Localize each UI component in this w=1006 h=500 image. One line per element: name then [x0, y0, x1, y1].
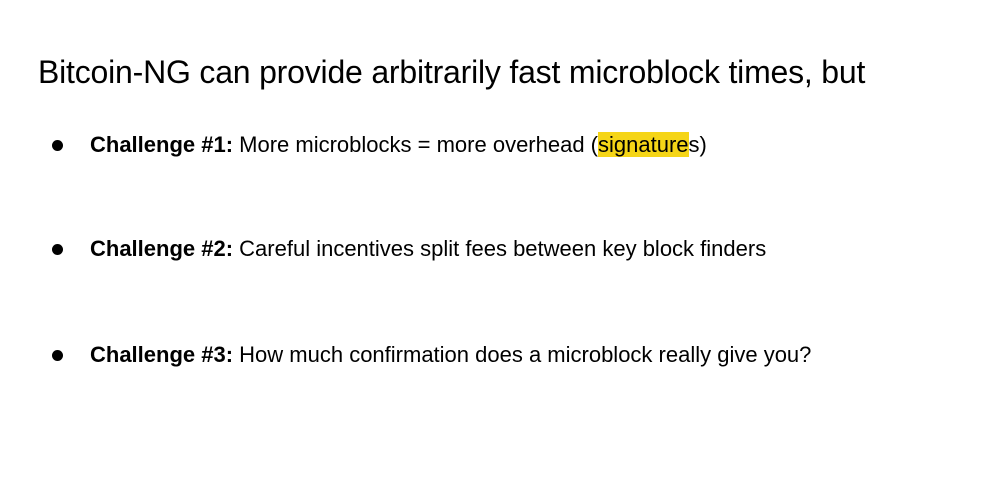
bullet-label: Challenge #1: [90, 132, 234, 157]
bullet-label: Challenge #3: [90, 342, 234, 367]
bullet-dot-icon [52, 350, 63, 361]
highlighted-word: signature [598, 132, 689, 157]
bullet-body-end: s) [688, 132, 707, 157]
bullet-text: Challenge #3: How much confirmation does… [90, 340, 811, 370]
bullet-body: More microblocks = more overhead ( [233, 132, 599, 157]
bullet-body: Careful incentives split fees between ke… [233, 236, 767, 261]
bullet-dot-icon [52, 140, 63, 151]
bullet-dot-icon [52, 244, 63, 255]
bullet-text: Challenge #1: More microblocks = more ov… [90, 130, 707, 160]
bullet-label: Challenge #2: [90, 236, 234, 261]
bullet-body: How much confirmation does a microblock … [233, 342, 812, 367]
bullet-text: Challenge #2: Careful incentives split f… [90, 234, 766, 264]
slide-title: Bitcoin-NG can provide arbitrarily fast … [38, 54, 866, 90]
